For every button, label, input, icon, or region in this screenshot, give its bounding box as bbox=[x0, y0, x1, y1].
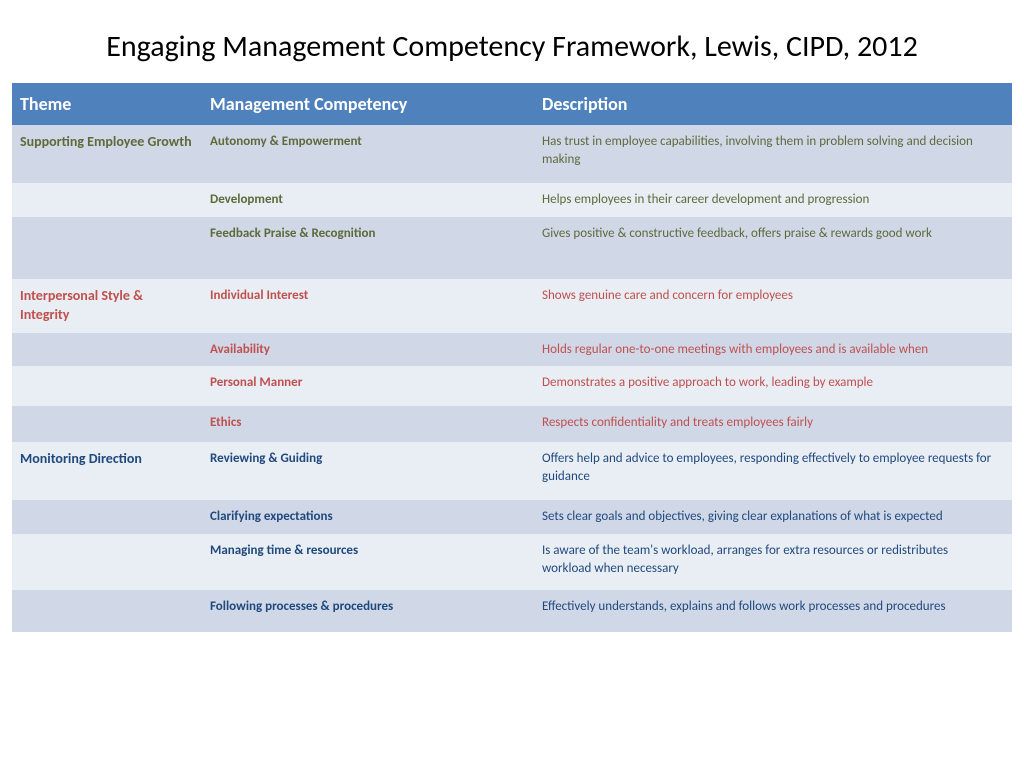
description-cell: Offers help and advice to employees, res… bbox=[534, 442, 1012, 500]
theme-cell bbox=[12, 183, 202, 217]
table-row: Managing time & resourcesIs aware of the… bbox=[12, 534, 1012, 590]
table-row: Monitoring DirectionReviewing & GuidingO… bbox=[12, 442, 1012, 500]
description-cell: Effectively understands, explains and fo… bbox=[534, 590, 1012, 632]
header-competency: Management Competency bbox=[202, 83, 534, 125]
description-cell: Gives positive & constructive feedback, … bbox=[534, 217, 1012, 279]
competency-cell: Availability bbox=[202, 333, 534, 367]
table-body: Supporting Employee GrowthAutonomy & Emp… bbox=[12, 125, 1012, 632]
description-cell: Is aware of the team's workload, arrange… bbox=[534, 534, 1012, 590]
theme-cell: Interpersonal Style & Integrity bbox=[12, 279, 202, 333]
slide-title: Engaging Management Competency Framework… bbox=[0, 0, 1024, 83]
theme-cell bbox=[12, 406, 202, 442]
competency-cell: Autonomy & Empowerment bbox=[202, 125, 534, 183]
description-cell: Demonstrates a positive approach to work… bbox=[534, 366, 1012, 406]
description-cell: Helps employees in their career developm… bbox=[534, 183, 1012, 217]
theme-cell bbox=[12, 590, 202, 632]
competency-cell: Ethics bbox=[202, 406, 534, 442]
theme-cell bbox=[12, 217, 202, 279]
competency-cell: Development bbox=[202, 183, 534, 217]
description-cell: Has trust in employee capabilities, invo… bbox=[534, 125, 1012, 183]
theme-cell bbox=[12, 333, 202, 367]
theme-cell bbox=[12, 366, 202, 406]
table-row: Clarifying expectationsSets clear goals … bbox=[12, 500, 1012, 534]
competency-cell: Managing time & resources bbox=[202, 534, 534, 590]
competency-cell: Reviewing & Guiding bbox=[202, 442, 534, 500]
theme-cell: Monitoring Direction bbox=[12, 442, 202, 500]
theme-cell bbox=[12, 534, 202, 590]
theme-cell: Supporting Employee Growth bbox=[12, 125, 202, 183]
header-row: Theme Management Competency Description bbox=[12, 83, 1012, 125]
competency-table: Theme Management Competency Description … bbox=[12, 83, 1012, 632]
theme-cell bbox=[12, 500, 202, 534]
table-row: Following processes & proceduresEffectiv… bbox=[12, 590, 1012, 632]
table-row: DevelopmentHelps employees in their care… bbox=[12, 183, 1012, 217]
table-row: Supporting Employee GrowthAutonomy & Emp… bbox=[12, 125, 1012, 183]
header-theme: Theme bbox=[12, 83, 202, 125]
slide-container: Engaging Management Competency Framework… bbox=[0, 0, 1024, 768]
competency-cell: Feedback Praise & Recognition bbox=[202, 217, 534, 279]
table-row: EthicsRespects confidentiality and treat… bbox=[12, 406, 1012, 442]
description-cell: Respects confidentiality and treats empl… bbox=[534, 406, 1012, 442]
table-row: Feedback Praise & RecognitionGives posit… bbox=[12, 217, 1012, 279]
competency-cell: Individual Interest bbox=[202, 279, 534, 333]
competency-cell: Following processes & procedures bbox=[202, 590, 534, 632]
table-row: Interpersonal Style & IntegrityIndividua… bbox=[12, 279, 1012, 333]
table-row: AvailabilityHolds regular one-to-one mee… bbox=[12, 333, 1012, 367]
competency-cell: Clarifying expectations bbox=[202, 500, 534, 534]
description-cell: Shows genuine care and concern for emplo… bbox=[534, 279, 1012, 333]
competency-cell: Personal Manner bbox=[202, 366, 534, 406]
table-head: Theme Management Competency Description bbox=[12, 83, 1012, 125]
description-cell: Holds regular one-to-one meetings with e… bbox=[534, 333, 1012, 367]
table-row: Personal MannerDemonstrates a positive a… bbox=[12, 366, 1012, 406]
description-cell: Sets clear goals and objectives, giving … bbox=[534, 500, 1012, 534]
header-description: Description bbox=[534, 83, 1012, 125]
